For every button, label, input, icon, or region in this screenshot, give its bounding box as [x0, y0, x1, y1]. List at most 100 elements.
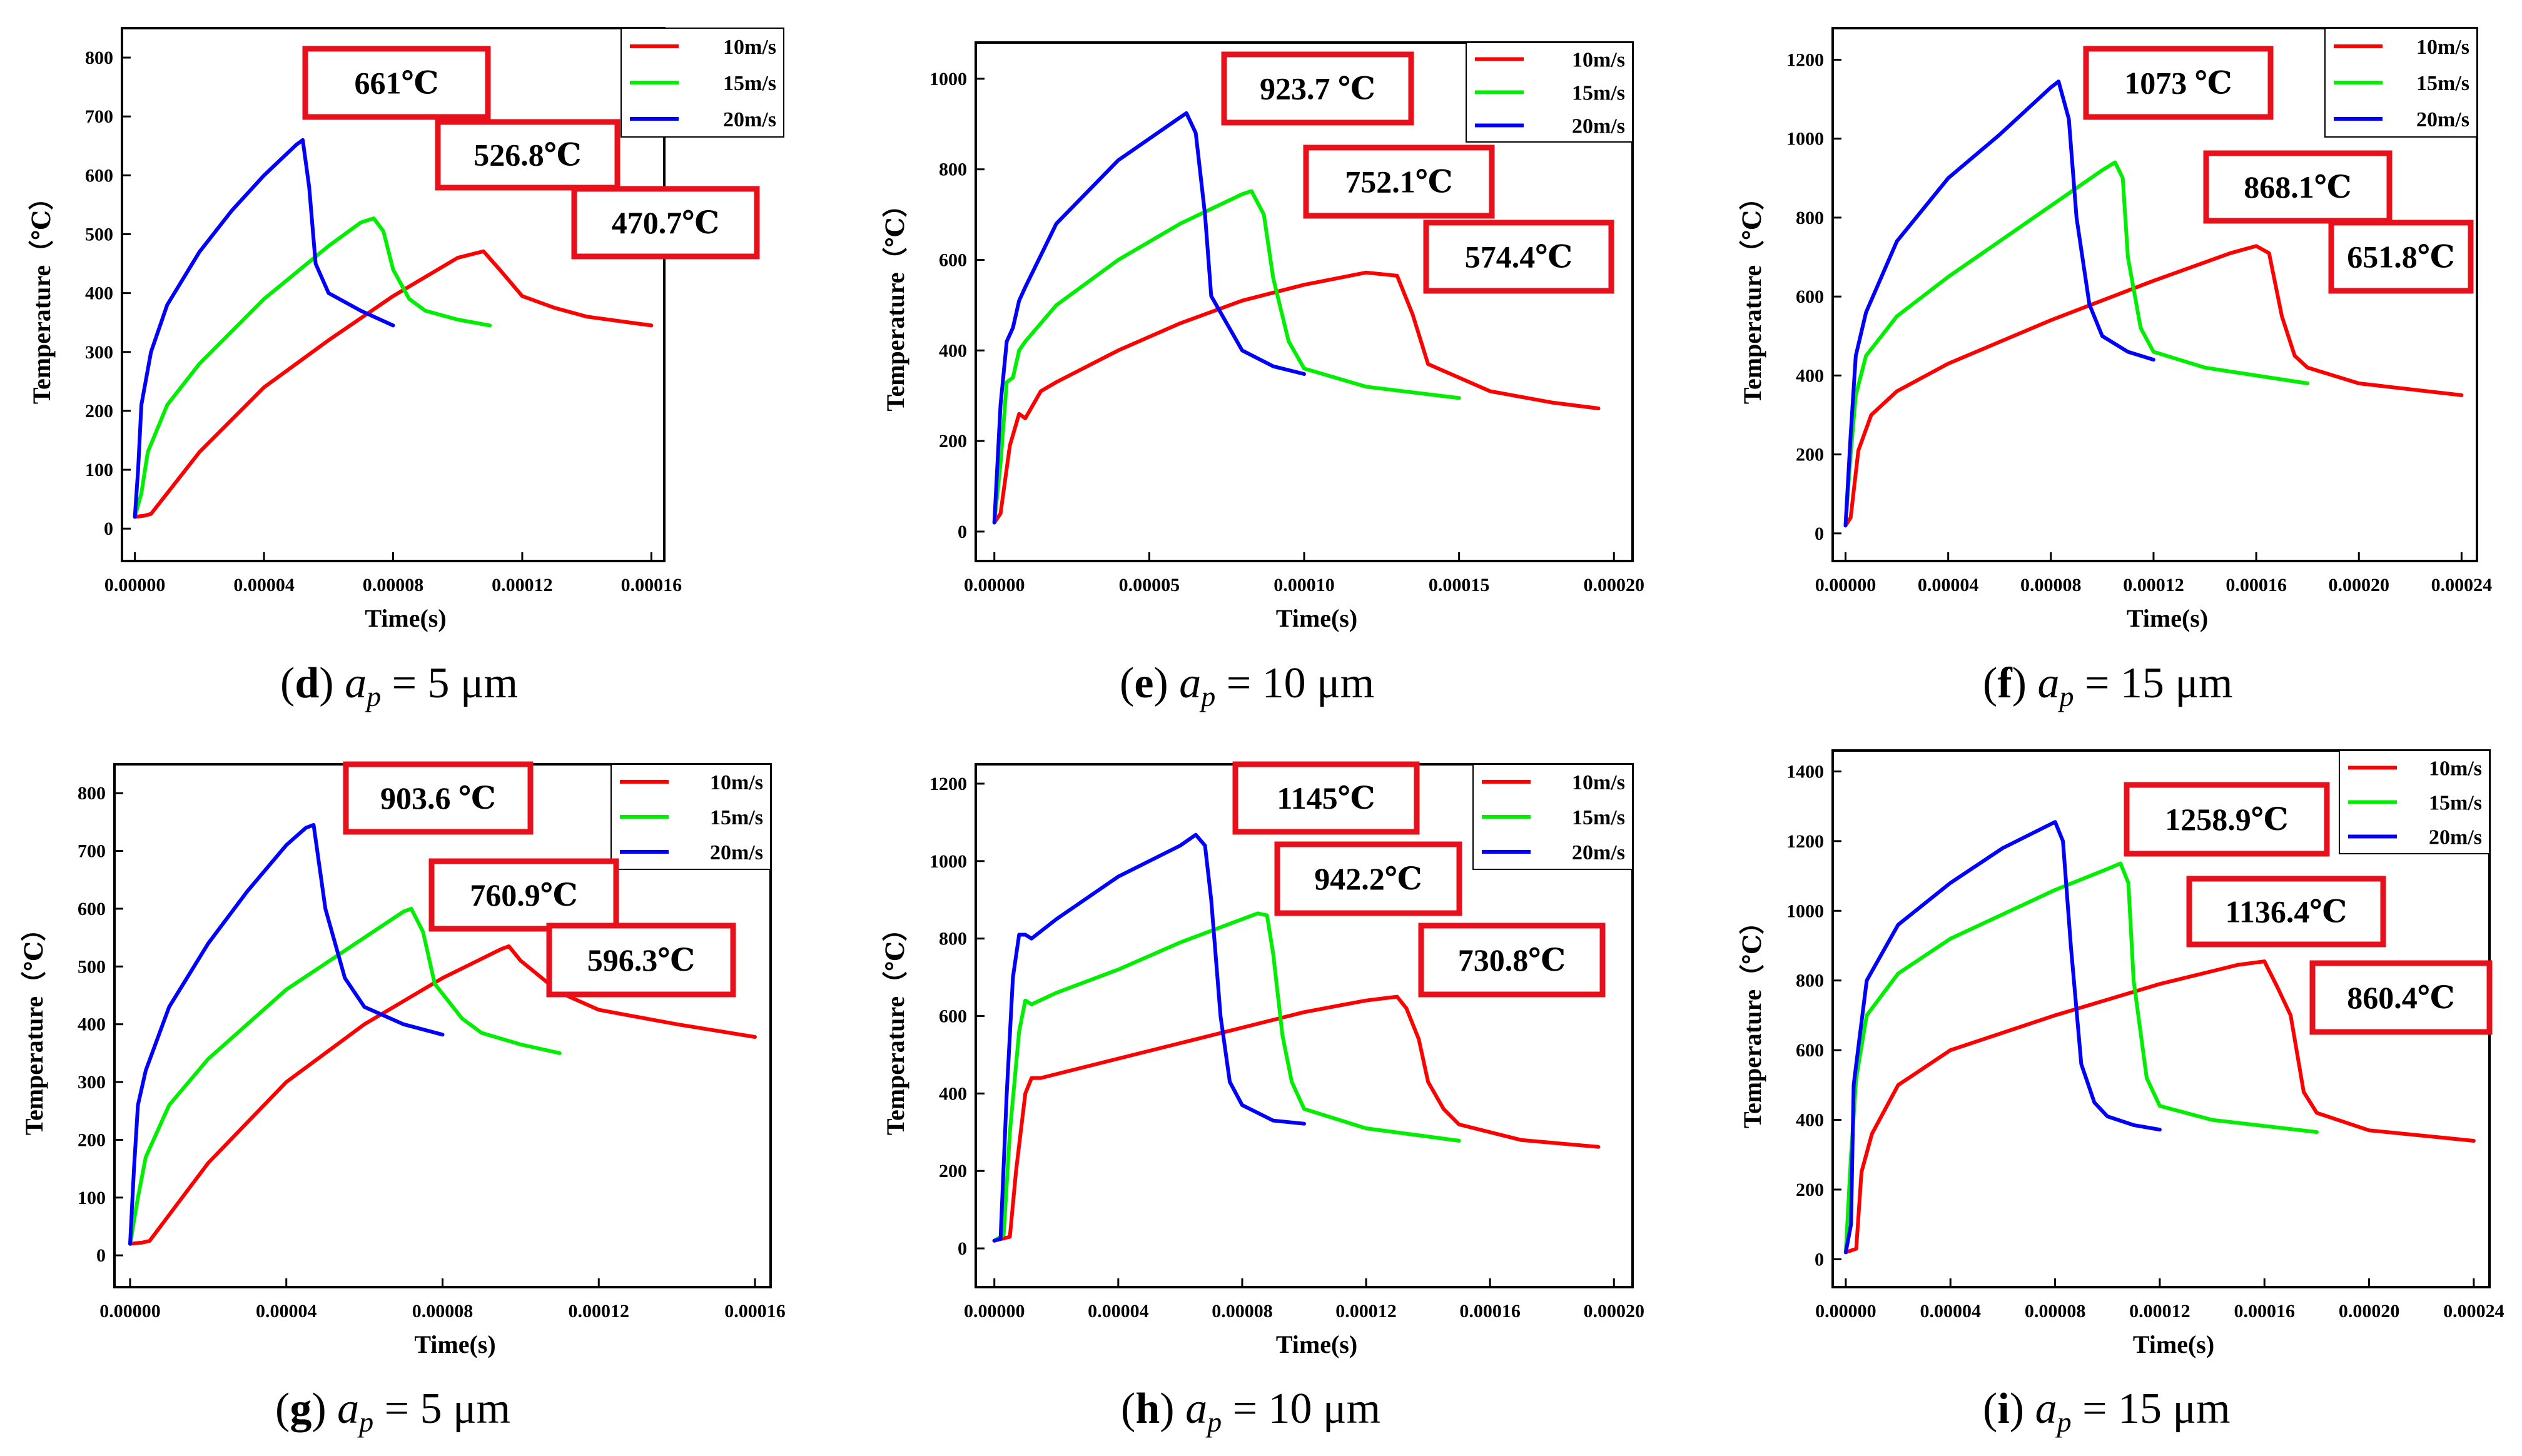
y-tick-label: 800: [85, 48, 113, 68]
peak-callout-box: [428, 858, 619, 932]
series-line-15m-per-s: [128, 906, 562, 1246]
legend-label: 10m/s: [723, 36, 776, 59]
chart-panel-e: 0 200 400 600 800 1000 0.00000 0.00005 0.00010 0.…: [881, 41, 1644, 712]
legend-label: 10m/s: [1572, 771, 1625, 794]
y-axis-title: Temperature（℃）: [28, 185, 56, 404]
panel-caption: (i) ap = 15 μm: [1983, 1385, 2231, 1438]
peak-callout-box: [1232, 761, 1420, 835]
x-tick-label: 0.00016: [1459, 1301, 1521, 1322]
peak-callout-label: 470.7℃: [612, 205, 719, 240]
peak-callout-label: 868.1℃: [2244, 169, 2351, 205]
peak-callout-box: [1221, 51, 1414, 126]
series-line-20m-per-s: [1843, 79, 2155, 528]
x-tick-label: 0.00012: [492, 575, 553, 595]
series-line-15m-per-s: [133, 216, 492, 519]
peak-callout-label: 903.6 ℃: [380, 781, 496, 816]
y-tick-label: 1200: [929, 774, 967, 794]
peak-callout-box: [1423, 220, 1614, 294]
chart-panel-i: 0 200 400 600 800 1000 1200 1400 0.00000 0.00004 0…: [1738, 749, 2504, 1438]
x-tick-label: 0.00010: [1274, 575, 1335, 595]
legend-label: 15m/s: [723, 72, 776, 95]
y-tick-label: 200: [1796, 445, 1824, 465]
x-tick-label: 0.00016: [2234, 1301, 2295, 1322]
y-axis-title: Temperature（℃）: [881, 192, 909, 411]
y-tick-label: 400: [1796, 1110, 1824, 1131]
chart-panel-f: 0 200 400 600 800 1000 1200 0.00000 0.00004 0.000…: [1738, 27, 2492, 712]
series-line-15m-per-s: [992, 911, 1461, 1243]
x-tick-label: 0.00020: [2339, 1301, 2400, 1322]
legend-label: 10m/s: [2429, 757, 2482, 781]
peak-callout-label: 661℃: [355, 66, 439, 101]
legend-label: 20m/s: [2416, 108, 2469, 131]
y-tick-label: 1000: [1786, 901, 1824, 921]
chart-panel-d: 0 100 200 300 400 500 600 700 800 0.00000 0.00004 0…: [28, 27, 784, 712]
y-tick-label: 600: [939, 1006, 967, 1027]
y-tick-label: 200: [1796, 1180, 1824, 1200]
y-tick-label: 1400: [1786, 761, 1824, 782]
y-tick-label: 800: [939, 929, 967, 949]
y-tick-label: 0: [958, 1238, 967, 1259]
x-tick-label: 0.00016: [621, 575, 682, 595]
legend-label: 15m/s: [2416, 72, 2469, 95]
series-line-20m-per-s: [992, 111, 1306, 525]
y-tick-label: 800: [1796, 208, 1824, 228]
y-tick-label: 800: [939, 159, 967, 180]
y-axis-title: Temperature（℃）: [1738, 185, 1766, 404]
y-tick-label: 400: [78, 1014, 106, 1035]
peak-callout-label: 651.8℃: [2347, 240, 2454, 275]
x-tick-label: 0.00005: [1119, 575, 1180, 595]
peak-callout-label: 596.3℃: [587, 943, 695, 978]
y-tick-label: 1000: [929, 851, 967, 872]
peak-callout-box: [2203, 150, 2393, 224]
x-tick-label: 0.00004: [256, 1301, 317, 1322]
legend-label: 15m/s: [1572, 806, 1625, 829]
peak-callout-box: [2124, 782, 2330, 857]
y-tick-label: 100: [78, 1188, 106, 1208]
peak-callout-label: 760.9℃: [470, 877, 577, 913]
y-tick-label: 400: [85, 283, 113, 304]
legend-label: 10m/s: [2416, 36, 2469, 59]
y-tick-label: 800: [1796, 971, 1824, 991]
x-axis-title: Time(s): [1276, 604, 1357, 632]
panel-caption: (h) ap = 10 μm: [1121, 1385, 1380, 1438]
x-tick-label: 0.00012: [2123, 575, 2184, 595]
y-tick-label: 0: [104, 518, 113, 539]
series-line-10m-per-s: [992, 994, 1601, 1243]
legend-label: 20m/s: [1572, 115, 1625, 138]
y-tick-label: 200: [939, 1161, 967, 1181]
x-axis-title: Time(s): [1276, 1330, 1357, 1358]
y-tick-label: 300: [78, 1072, 106, 1093]
y-axis-title: Temperature（℃）: [881, 916, 909, 1135]
series-line-10m-per-s: [1843, 244, 2464, 528]
chart-panel-g: 0 100 200 300 400 500 600 700 800 0.00000 0.00004 0…: [20, 761, 786, 1438]
series-line-15m-per-s: [992, 189, 1461, 525]
x-tick-label: 0.00008: [412, 1301, 474, 1322]
peak-callout-label: 1145℃: [1277, 781, 1375, 816]
y-tick-label: 1200: [1786, 49, 1824, 70]
peak-callout-label: 526.8℃: [474, 138, 581, 173]
y-tick-label: 600: [78, 899, 106, 919]
y-tick-label: 1200: [1786, 831, 1824, 852]
peak-callout-label: 574.4℃: [1465, 240, 1572, 275]
legend-label: 15m/s: [2429, 792, 2482, 815]
peak-callout-box: [1274, 841, 1462, 916]
peak-callout-box: [571, 186, 760, 260]
legend-label: 10m/s: [710, 771, 763, 794]
x-tick-label: 0.00000: [964, 575, 1025, 595]
y-axis-title: Temperature（℃）: [1738, 909, 1766, 1128]
legend-label: 20m/s: [723, 108, 776, 131]
plot-frame: [1831, 27, 2478, 562]
x-axis-title: Time(s): [2133, 1330, 2214, 1358]
y-tick-label: 400: [939, 340, 967, 361]
peak-callout-box: [2186, 876, 2386, 948]
series-line-10m-per-s: [133, 249, 654, 519]
x-tick-label: 0.00008: [2020, 575, 2082, 595]
y-tick-label: 1000: [929, 69, 967, 89]
peak-callout-box: [2083, 46, 2274, 120]
y-axis-title: Temperature（℃）: [20, 916, 48, 1135]
legend-label: 20m/s: [1572, 841, 1625, 864]
series-line-20m-per-s: [133, 138, 395, 519]
peak-callout-box: [1303, 144, 1495, 219]
series-line-10m-per-s: [128, 944, 757, 1246]
